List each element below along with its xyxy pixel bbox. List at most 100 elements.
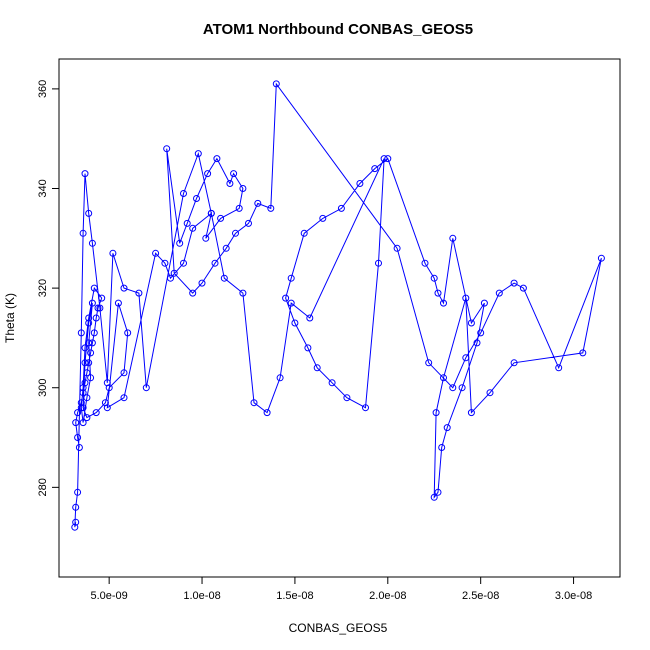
data-point <box>79 229 87 237</box>
data-point <box>193 195 200 202</box>
data-point <box>180 190 187 197</box>
data-point <box>313 364 321 372</box>
data-point <box>384 155 392 163</box>
data-point <box>440 299 447 307</box>
data-point <box>443 424 451 432</box>
x-tick-label: 3.0e-08 <box>555 590 592 602</box>
data-point <box>473 339 481 347</box>
data-point <box>291 319 299 327</box>
data-point <box>103 379 111 387</box>
data-point <box>254 199 262 207</box>
data-point <box>75 444 83 451</box>
data-point <box>87 374 95 382</box>
data-point <box>467 409 475 417</box>
data-point <box>356 180 364 187</box>
y-tick-label: 300 <box>37 379 49 397</box>
data-point <box>81 359 89 367</box>
data-point <box>189 289 197 297</box>
x-axis-label: CONBAS_GEOS5 <box>289 621 388 635</box>
data-point <box>306 314 314 322</box>
data-point <box>85 314 93 322</box>
data-point <box>245 219 252 227</box>
data-point <box>85 319 93 327</box>
data-point <box>319 214 327 222</box>
x-tick-label: 2.0e-08 <box>369 590 406 602</box>
data-point <box>120 284 128 292</box>
data-point <box>555 364 563 372</box>
data-point <box>81 344 89 352</box>
data-point <box>88 299 96 307</box>
data-point <box>92 409 100 417</box>
data-point <box>120 394 128 402</box>
y-tick-label: 360 <box>37 80 49 98</box>
data-point <box>486 389 494 397</box>
data-point <box>380 155 388 163</box>
data-point <box>343 394 351 402</box>
data-point <box>211 259 219 267</box>
data-point <box>170 269 178 277</box>
data-point <box>425 359 433 367</box>
data-point <box>87 349 95 357</box>
data-point <box>371 165 379 173</box>
data-point <box>222 244 230 252</box>
data-point <box>304 344 312 352</box>
data-point <box>438 444 446 451</box>
data-point <box>207 209 215 217</box>
data-point <box>83 414 91 422</box>
y-axis-label: Theta (K) <box>3 293 17 343</box>
data-point <box>120 369 128 377</box>
data-point <box>449 384 457 392</box>
data-point <box>72 518 80 526</box>
data-point <box>375 259 382 267</box>
data-point <box>440 374 447 382</box>
series-line <box>74 82 602 528</box>
data-point <box>263 409 271 417</box>
data-point <box>167 274 174 282</box>
data-point <box>300 229 308 237</box>
data-point <box>109 249 117 257</box>
data-point <box>83 394 91 402</box>
data-point <box>226 180 234 187</box>
data-point <box>272 80 280 88</box>
data-point <box>597 254 605 262</box>
data-point <box>92 314 100 322</box>
data-point <box>239 185 247 192</box>
data-point <box>74 488 82 496</box>
data-point <box>114 299 122 307</box>
data-point <box>189 224 197 232</box>
data-point <box>430 274 438 282</box>
data-point <box>282 294 290 302</box>
data-point <box>432 409 440 417</box>
data-point <box>79 404 87 412</box>
data-point <box>202 234 210 242</box>
data-point <box>79 384 87 392</box>
data-point <box>98 294 106 302</box>
data-point <box>235 204 243 212</box>
data-point <box>124 329 132 337</box>
data-point <box>176 239 184 247</box>
data-point <box>71 523 79 531</box>
x-tick-label: 1.5e-08 <box>276 590 313 602</box>
x-axis: 5.0e-09 1.0e-08 1.5e-08 2.0e-08 2.5e-08 3.0e-… <box>90 577 592 602</box>
data-point <box>90 284 98 292</box>
data-point <box>434 488 442 496</box>
data-point <box>77 329 85 337</box>
data-point <box>79 419 87 427</box>
data-point <box>88 239 96 247</box>
data-point <box>152 249 160 257</box>
data-point <box>79 389 87 397</box>
series-theta <box>71 80 605 531</box>
y-tick-label: 320 <box>37 279 49 297</box>
data-point <box>232 229 239 237</box>
x-tick-label: 5.0e-09 <box>90 590 127 602</box>
data-point <box>85 209 93 217</box>
data-point <box>519 284 527 292</box>
data-point <box>276 374 284 382</box>
data-point <box>267 204 275 212</box>
data-point <box>337 204 345 212</box>
data-point <box>462 294 470 302</box>
data-point <box>434 289 442 297</box>
data-point <box>213 155 221 163</box>
data-point <box>96 304 104 312</box>
